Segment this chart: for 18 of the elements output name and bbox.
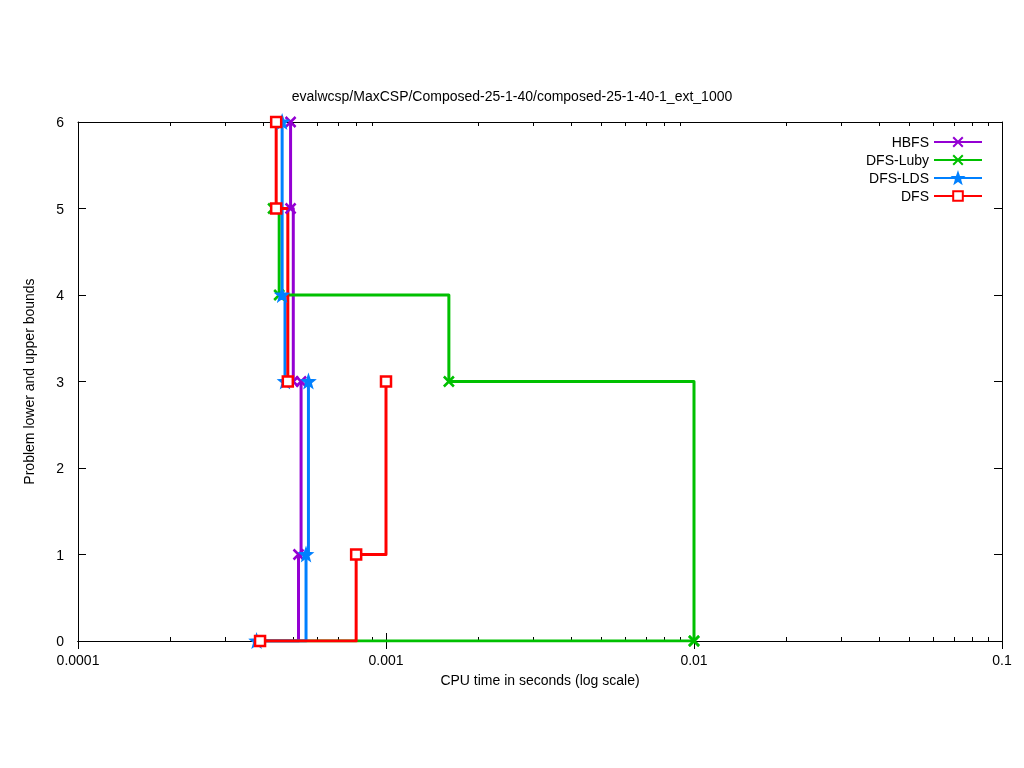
y-tick-label: 5 (56, 200, 65, 217)
y-tick-label: 2 (56, 460, 65, 476)
y-tick-label: 4 (56, 287, 65, 303)
legend-label: DFS-LDS (869, 170, 929, 186)
y-tick-label: 3 (56, 373, 65, 390)
y-tick-label: 6 (56, 114, 65, 130)
x-tick-label: 0.1 (992, 652, 1012, 668)
y-axis-title: Problem lower and upper bounds (21, 278, 37, 485)
legend-label: DFS (901, 188, 929, 204)
x-axis-title: CPU time in seconds (log scale) (440, 672, 640, 688)
x-tick-label: 0.0001 (56, 652, 100, 668)
legend-label: DFS-Luby (865, 152, 929, 168)
legend-label: HBFS (891, 134, 929, 150)
y-tick-label: 0 (56, 633, 65, 649)
x-tick-label: 0.01 (680, 652, 708, 668)
y-tick-label: 1 (56, 546, 65, 563)
chart-title: evalwcsp/MaxCSP/Composed-25-1-40/composed-25-1-40-1_ext_1000 (291, 88, 733, 104)
x-tick-label: 0.001 (368, 652, 404, 668)
